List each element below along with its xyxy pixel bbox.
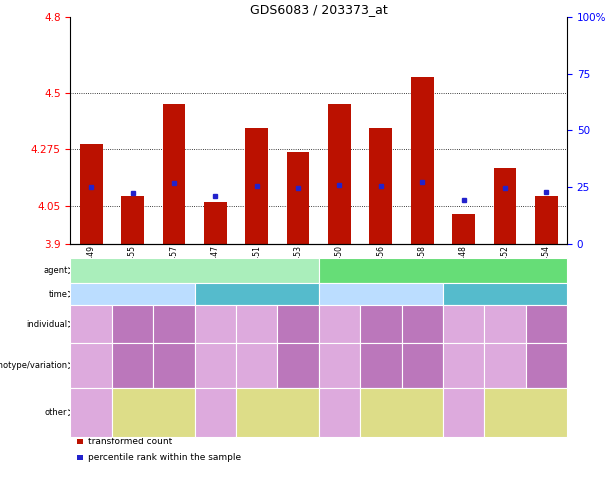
Text: other: other (45, 408, 67, 417)
Bar (80, 144, 102, 244)
Text: percentile rank within the sample: percentile rank within the sample (88, 453, 242, 462)
Text: patient
44: patient 44 (243, 315, 270, 334)
Text: tp53 mutation:
WT: tp53 mutation: WT (502, 408, 549, 418)
Bar (204, 202, 227, 244)
Bar (245, 128, 268, 244)
Text: karyotyp
e:
normal: karyotyp e: normal (201, 358, 229, 373)
Bar (328, 104, 351, 244)
Text: patient
23: patient 23 (326, 315, 353, 334)
Bar (121, 196, 144, 244)
Text: karyotyp
e: 13q-: karyotyp e: 13q- (532, 360, 560, 371)
Text: karyotyp
e: 13q-: karyotyp e: 13q- (118, 360, 147, 371)
Text: karyotyp
e:
normal: karyotyp e: normal (326, 358, 354, 373)
Text: patient
50: patient 50 (119, 315, 147, 334)
Bar (77, 455, 83, 460)
Text: hour 20: hour 20 (486, 289, 524, 299)
Text: patient
50: patient 50 (367, 315, 395, 334)
Bar (77, 439, 83, 444)
Text: karyotyp
e: 13q-: karyotyp e: 13q- (367, 360, 395, 371)
Bar (411, 77, 433, 244)
Text: karyotyp
e:
normal: karyotyp e: normal (449, 358, 478, 373)
Text: hour 4: hour 4 (116, 289, 148, 299)
Text: tp53
mutation
: MUT: tp53 mutation : MUT (201, 405, 230, 421)
Bar (162, 104, 185, 244)
Bar (493, 168, 516, 244)
Text: BV6: BV6 (185, 266, 205, 276)
Title: GDS6083 / 203373_at: GDS6083 / 203373_at (250, 3, 387, 16)
Text: karyotyp
e: 13q-
bidel: karyotyp e: 13q- bidel (491, 358, 519, 373)
Text: patient
23: patient 23 (202, 315, 229, 334)
Text: tp53
mutation
: MUT: tp53 mutation : MUT (325, 405, 354, 421)
Bar (452, 213, 475, 244)
Text: patient
51: patient 51 (160, 315, 188, 334)
Text: karyotyp
e: 13q-,
14q-: karyotyp e: 13q-, 14q- (160, 358, 188, 373)
Text: patient
44: patient 44 (491, 315, 519, 334)
Text: tp53 mutation:
WT: tp53 mutation: WT (254, 408, 301, 418)
Bar (370, 128, 392, 244)
Text: patient
51: patient 51 (408, 315, 436, 334)
Text: tp53
mutation
: MUT: tp53 mutation : MUT (449, 405, 478, 421)
Text: karyotyp
e:
normal: karyotyp e: normal (77, 358, 105, 373)
Text: time: time (48, 290, 67, 298)
Text: patient
23: patient 23 (450, 315, 478, 334)
Text: individual: individual (26, 320, 67, 329)
Text: karyotyp
e: 13q-,
14q-: karyotyp e: 13q-, 14q- (408, 358, 436, 373)
Text: karyotyp
e: 13q-: karyotyp e: 13q- (284, 360, 312, 371)
Text: karyotyp
e: 13q-
bidel: karyotyp e: 13q- bidel (243, 358, 271, 373)
Text: patient
50: patient 50 (284, 315, 312, 334)
Text: DMSO control: DMSO control (407, 266, 479, 276)
Text: hour 20: hour 20 (238, 289, 276, 299)
Text: patient
50: patient 50 (533, 315, 560, 334)
Bar (535, 196, 558, 244)
Text: genotype/variation: genotype/variation (0, 361, 67, 370)
Text: tp53 mutation:
WT: tp53 mutation: WT (378, 408, 425, 418)
Text: hour 4: hour 4 (365, 289, 397, 299)
Bar (287, 152, 310, 244)
Text: tp53
mutation
: MUT: tp53 mutation : MUT (77, 405, 105, 421)
Text: tp53 mutation:
WT: tp53 mutation: WT (130, 408, 177, 418)
Text: agent: agent (43, 266, 67, 275)
Text: patient
23: patient 23 (77, 315, 105, 334)
Text: transformed count: transformed count (88, 437, 172, 446)
